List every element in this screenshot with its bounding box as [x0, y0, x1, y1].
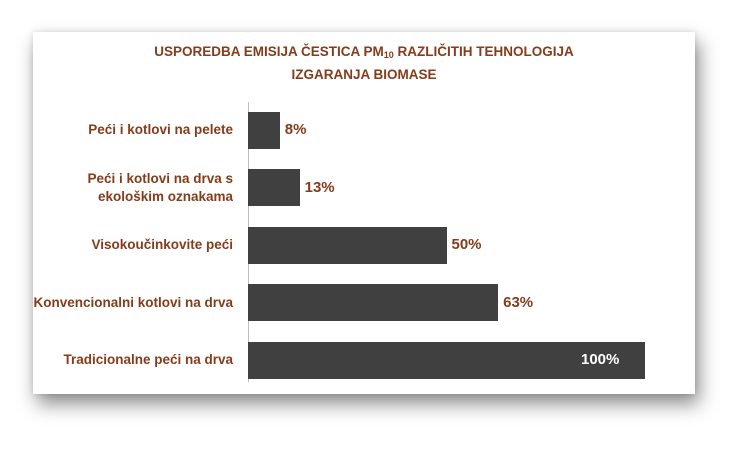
data-label: 63% — [503, 293, 534, 311]
bar — [248, 226, 447, 264]
category-label: Konvencionalni kotlovi na drva — [33, 294, 233, 310]
bar — [248, 111, 280, 149]
category-label: Peći i kotlovi na pelete — [88, 122, 233, 137]
data-label: 100% — [581, 351, 620, 368]
chart-card: USPOREDBA EMISIJA ČESTICA PM10 RAZLIČITI… — [33, 32, 695, 394]
data-label: 50% — [451, 236, 482, 253]
category-label: Tradicionalne peći na drva — [63, 352, 233, 367]
category-label: Visokoučinkovite peći — [91, 237, 233, 252]
chart-title: USPOREDBA EMISIJA ČESTICA PM10 RAZLIČITI… — [33, 42, 695, 84]
chart-title-subscript: 10 — [383, 50, 394, 60]
chart-title-main: USPOREDBA EMISIJA ČESTICA PM — [154, 44, 384, 59]
chart-title-rest: RAZLIČITIH TEHNOLOGIJA — [393, 44, 574, 59]
plot-area: Peći i kotlovi na pelete 8% Peći i kotlovi… — [33, 32, 695, 394]
chart-title-line2: IZGARANJA BIOMASE — [291, 67, 437, 82]
data-label: 13% — [304, 178, 335, 196]
bar — [248, 169, 300, 206]
bar — [248, 284, 499, 321]
category-label: Peći i kotlovi na drva s ekološkim oznak… — [87, 170, 233, 204]
bar — [248, 341, 645, 379]
data-label: 8% — [284, 121, 307, 138]
